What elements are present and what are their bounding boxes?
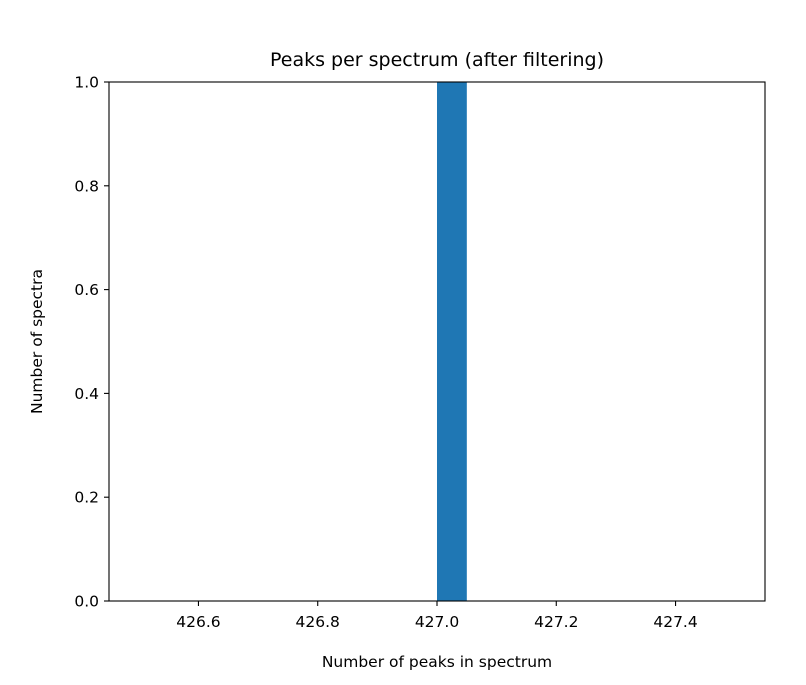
y-tick-label: 0.2 xyxy=(74,489,99,507)
x-tick-label: 426.6 xyxy=(176,613,220,631)
x-tick-label: 426.8 xyxy=(296,613,340,631)
x-tick-label: 427.2 xyxy=(534,613,578,631)
y-tick-label: 1.0 xyxy=(74,74,99,92)
y-tick-label: 0.0 xyxy=(74,593,99,611)
y-axis-label: Number of spectra xyxy=(28,269,46,414)
y-tick-label: 0.6 xyxy=(74,281,99,299)
x-axis: 426.6 426.8 427.0 427.2 427.4 xyxy=(176,601,698,631)
histogram-bar-0 xyxy=(437,82,467,601)
bar-group xyxy=(437,82,467,601)
y-axis: 0.0 0.2 0.4 0.6 0.8 1.0 xyxy=(74,74,109,611)
x-tick-label: 427.0 xyxy=(415,613,459,631)
y-tick-label: 0.8 xyxy=(74,177,99,195)
chart-title: Peaks per spectrum (after filtering) xyxy=(270,49,604,71)
x-axis-label: Number of peaks in spectrum xyxy=(322,653,552,671)
y-tick-label: 0.4 xyxy=(74,385,99,403)
x-tick-label: 427.4 xyxy=(653,613,697,631)
